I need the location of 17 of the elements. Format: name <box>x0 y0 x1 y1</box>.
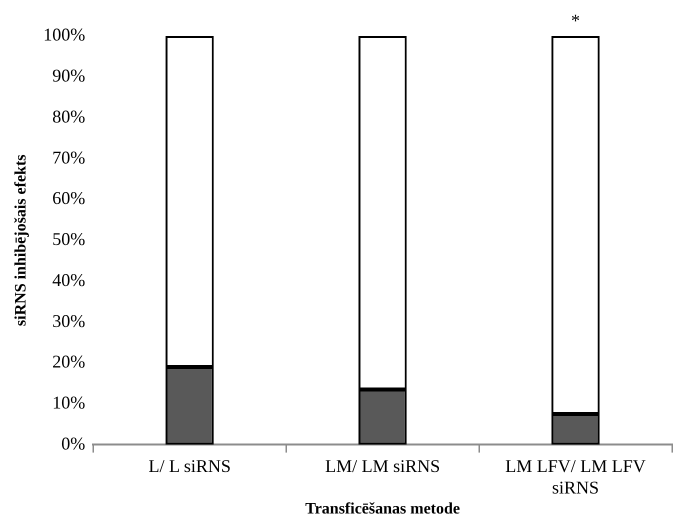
x-tick-label: LM/ LM siRNS <box>325 456 440 476</box>
y-tick-label: 30% <box>52 310 86 331</box>
y-tick-label: 70% <box>52 147 86 168</box>
y-tick-label: 100% <box>43 24 86 45</box>
y-tick-label: 40% <box>52 270 86 290</box>
y-tick-label: 50% <box>52 229 86 250</box>
x-axis-title: Transficēšanas metode <box>305 500 460 518</box>
y-tick-label: 10% <box>52 392 86 412</box>
y-tick-label: 80% <box>52 106 86 126</box>
y-tick-label: 0% <box>61 433 86 454</box>
y-tick-label: 20% <box>52 352 86 372</box>
x-tick-label: L/ L siRNS <box>148 456 231 476</box>
x-tick-label: LM LFV/ LM LFV siRNS <box>505 456 646 498</box>
y-axis-title: siRNS inhibējošais efekts <box>12 154 30 326</box>
y-tick-label: 60% <box>52 188 86 208</box>
annotation: * <box>571 10 580 31</box>
y-tick-label: 90% <box>52 66 86 86</box>
